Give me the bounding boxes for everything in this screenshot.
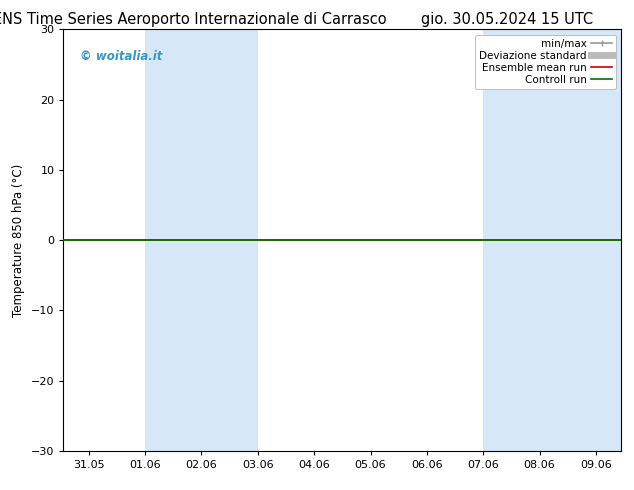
Bar [202, 29, 258, 451]
Legend: min/max, Deviazione standard, Ensemble mean run, Controll run: min/max, Deviazione standard, Ensemble m… [476, 35, 616, 89]
Y-axis label: Temperature 850 hPa (°C): Temperature 850 hPa (°C) [12, 164, 25, 317]
Bar [540, 29, 596, 451]
Bar [483, 29, 540, 451]
Text: gio. 30.05.2024 15 UTC: gio. 30.05.2024 15 UTC [421, 12, 593, 27]
Text: © woitalia.it: © woitalia.it [80, 50, 162, 64]
Text: ENS Time Series Aeroporto Internazionale di Carrasco: ENS Time Series Aeroporto Internazionale… [0, 12, 387, 27]
Bar [596, 29, 621, 451]
Bar [145, 29, 202, 451]
